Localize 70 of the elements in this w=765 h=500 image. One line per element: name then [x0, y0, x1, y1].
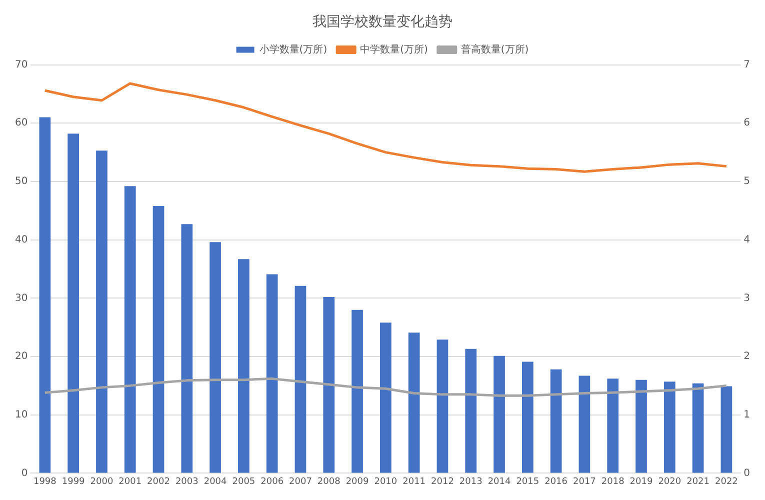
- x-tick-label: 2010: [374, 476, 398, 487]
- bar: [465, 348, 477, 473]
- x-tick-label: 2011: [402, 476, 426, 487]
- y2-tick-label: 4: [744, 234, 750, 246]
- y-tick-label: 30: [14, 292, 28, 304]
- bar: [124, 186, 136, 473]
- x-tick-label: 2016: [544, 476, 568, 487]
- bar: [408, 332, 420, 473]
- bar: [352, 310, 363, 473]
- y2-tick-label: 1: [744, 409, 750, 420]
- bar: [39, 117, 51, 473]
- bar: [607, 378, 619, 473]
- legend-label: 中学数量(万所): [360, 43, 428, 56]
- bar: [380, 322, 392, 473]
- x-tick-label: 2000: [90, 476, 114, 487]
- x-tick-label: 2009: [346, 476, 370, 487]
- x-tick-label: 2019: [630, 476, 653, 487]
- x-tick-label: 2002: [147, 476, 170, 487]
- y2-tick-label: 0: [744, 468, 750, 479]
- chart-title: 我国学校数量变化趋势: [312, 14, 452, 30]
- y2-tick-label: 7: [744, 59, 750, 70]
- bar: [494, 356, 505, 473]
- legend-label: 普高数量(万所): [460, 43, 529, 56]
- bar: [181, 224, 193, 473]
- y-tick-label: 10: [14, 409, 28, 420]
- x-tick-label: 2017: [573, 476, 596, 487]
- bar: [692, 383, 704, 473]
- x-tick-label: 2008: [317, 476, 341, 487]
- bar: [294, 286, 306, 473]
- x-tick-label: 2018: [601, 476, 625, 487]
- bar: [323, 297, 335, 473]
- bar: [436, 340, 448, 473]
- bar: [96, 150, 108, 473]
- x-tick-label: 2012: [431, 476, 454, 487]
- x-tick-label: 2007: [289, 476, 312, 487]
- x-tick-label: 2015: [516, 476, 540, 487]
- y-tick-label: 60: [14, 118, 28, 129]
- x-tick-label: 2003: [175, 476, 198, 487]
- x-tick-label: 2004: [204, 476, 228, 487]
- bar: [578, 376, 590, 473]
- y-tick-label: 40: [14, 234, 28, 246]
- bar: [550, 369, 562, 473]
- bar: [664, 382, 676, 473]
- x-tick-label: 1998: [33, 476, 57, 487]
- x-tick-label: 2020: [658, 476, 682, 487]
- y2-tick-label: 3: [744, 292, 750, 304]
- y-tick-label: 20: [14, 351, 28, 362]
- x-tick-label: 2001: [118, 476, 142, 487]
- x-tick-label: 2022: [714, 476, 738, 487]
- bar: [720, 386, 732, 473]
- x-tick-label: 1999: [62, 476, 86, 487]
- y-tick-label: 70: [14, 59, 28, 70]
- y2-tick-label: 5: [744, 176, 750, 188]
- bar: [68, 134, 79, 473]
- y2-tick-label: 6: [744, 118, 750, 129]
- bar: [210, 242, 221, 473]
- legend-label: 小学数量(万所): [259, 43, 328, 56]
- x-tick-label: 2006: [260, 476, 284, 487]
- y2-tick-label: 2: [744, 351, 750, 362]
- x-tick-label: 2021: [686, 476, 710, 487]
- x-tick-label: 2013: [459, 476, 482, 487]
- x-tick-label: 2014: [488, 476, 511, 487]
- bar: [636, 380, 647, 473]
- bar: [266, 274, 278, 473]
- bar: [238, 259, 250, 473]
- bar: [152, 206, 164, 473]
- x-tick-label: 2005: [232, 476, 256, 487]
- bar: [522, 362, 534, 473]
- y-tick-label: 0: [21, 468, 28, 479]
- y-tick-label: 50: [14, 176, 28, 188]
